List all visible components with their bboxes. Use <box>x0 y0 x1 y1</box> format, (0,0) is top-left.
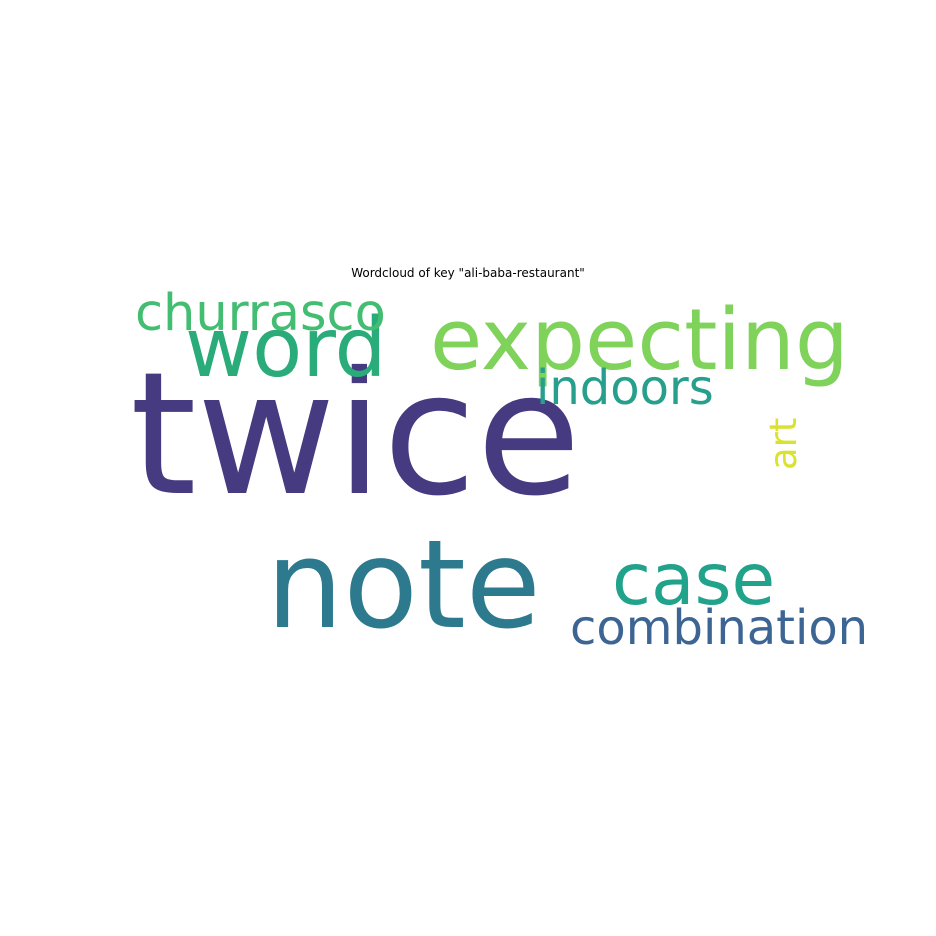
word-churrasco: churrasco <box>135 284 386 343</box>
word-note: note <box>266 514 541 656</box>
word-art: art <box>762 417 805 470</box>
word-word: word <box>185 301 387 396</box>
word-twice: twice <box>130 336 581 534</box>
word-expecting: expecting <box>430 291 849 390</box>
word-case: case <box>612 538 776 621</box>
wordcloud-area: twice note expecting word case churrasco indoo… <box>130 280 868 656</box>
word-indoors: indoors <box>536 360 714 416</box>
chart-title: Wordcloud of key "ali-baba-restaurant" <box>351 266 585 280</box>
word-combination: combination <box>570 600 869 656</box>
